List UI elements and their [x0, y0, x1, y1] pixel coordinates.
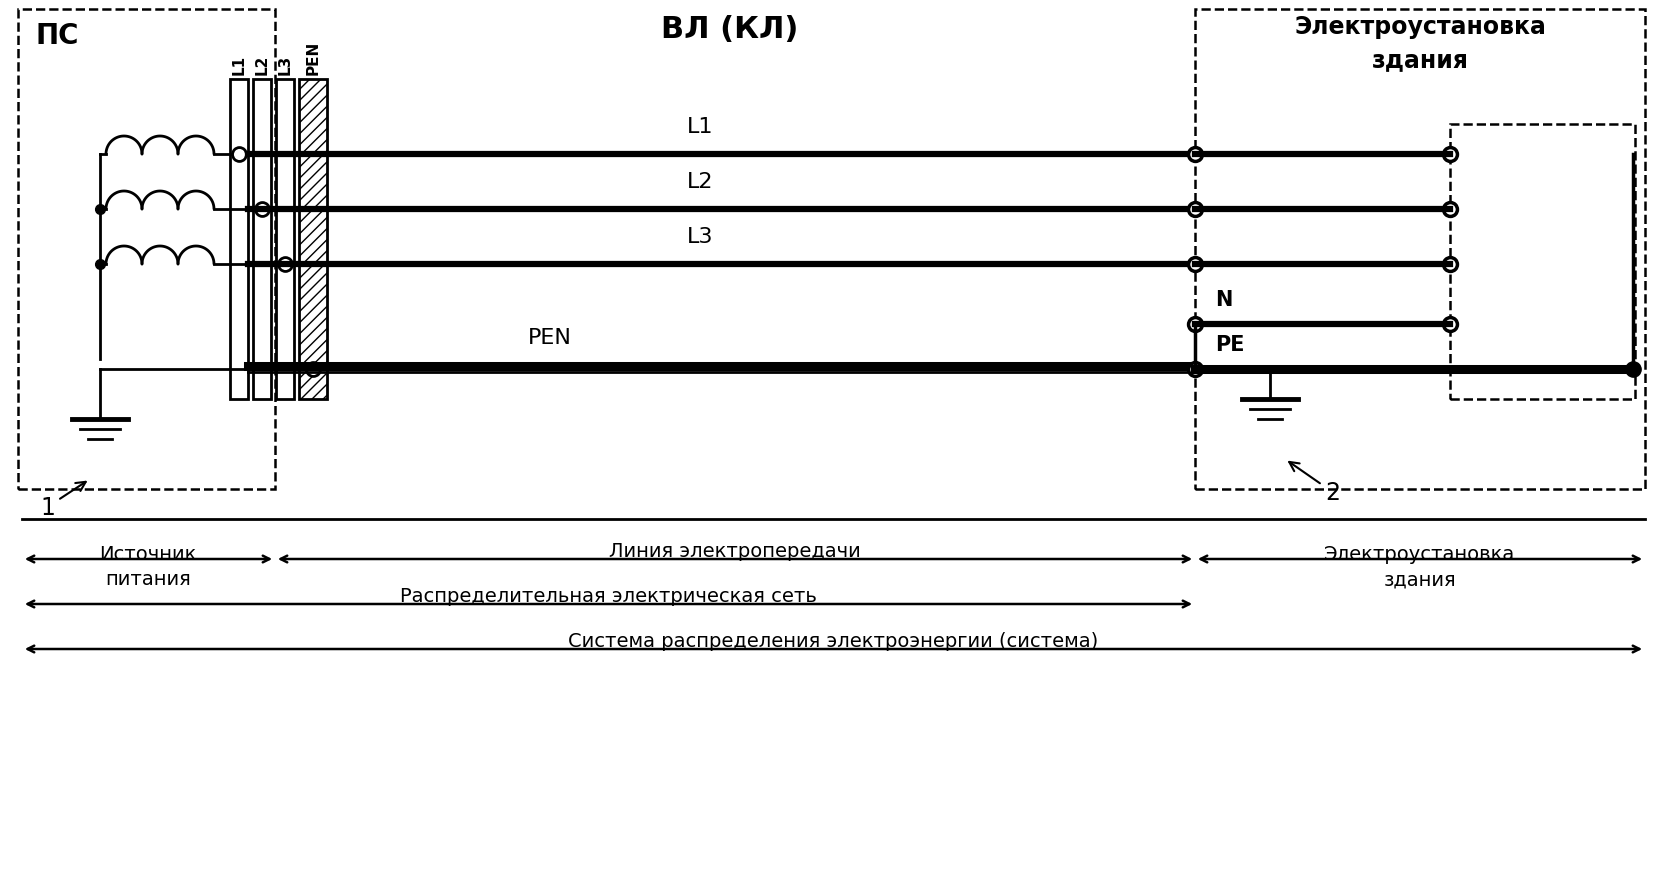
Text: L3: L3 [278, 55, 293, 75]
Text: PEN: PEN [306, 41, 321, 75]
Text: Электроустановка
здания: Электроустановка здания [1325, 544, 1515, 588]
Bar [253, 80, 271, 400]
Text: ПС: ПС [35, 22, 78, 50]
Text: ВЛ (КЛ): ВЛ (КЛ) [662, 15, 799, 44]
Text: 1: 1 [40, 482, 86, 519]
Text: Электроустановка
здания: Электроустановка здания [1293, 15, 1546, 73]
Text: L1: L1 [686, 117, 713, 136]
Bar [230, 80, 248, 400]
Text: 2: 2 [1288, 462, 1340, 504]
Bar [276, 80, 294, 400]
Text: Источник
питания: Источник питания [99, 544, 197, 588]
Text: L2: L2 [255, 55, 270, 75]
Text: Система распределения электроэнергии (система): Система распределения электроэнергии (си… [567, 632, 1098, 650]
Text: L2: L2 [686, 172, 713, 191]
Text: PE: PE [1216, 335, 1244, 354]
Text: L1: L1 [232, 55, 246, 75]
Text: Распределительная электрическая сеть: Распределительная электрическая сеть [400, 587, 817, 605]
Text: Линия электропередачи: Линия электропередачи [609, 541, 860, 560]
Bar [299, 80, 327, 400]
Text: L3: L3 [686, 227, 713, 246]
Text: N: N [1216, 290, 1232, 309]
Text: PEN: PEN [528, 328, 572, 347]
